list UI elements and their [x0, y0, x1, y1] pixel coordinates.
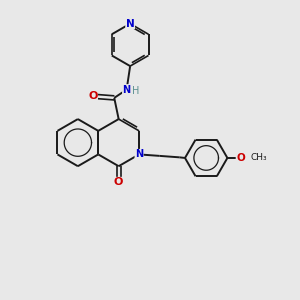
Text: N: N: [122, 85, 131, 94]
Text: O: O: [114, 177, 123, 188]
Text: CH₃: CH₃: [251, 153, 268, 162]
Text: O: O: [236, 153, 245, 163]
Text: N: N: [126, 19, 134, 29]
Text: N: N: [135, 149, 143, 159]
Text: O: O: [88, 92, 98, 101]
Text: H: H: [132, 86, 139, 96]
